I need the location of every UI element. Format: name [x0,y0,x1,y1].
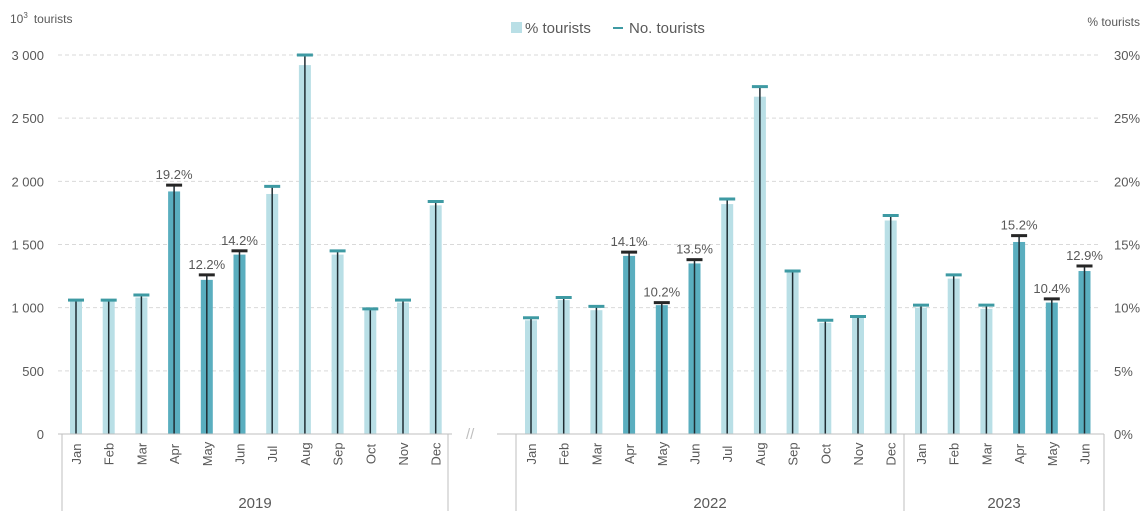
year-label: 2023 [987,495,1020,511]
data-label: 14.1% [611,234,648,249]
month-tick-label: May [200,441,215,466]
gridlines [58,54,1100,372]
month-tick-label: Mar [589,442,604,465]
y-right-tick-label: 20% [1114,174,1140,189]
year-label: 2022 [693,495,726,511]
data-label: 13.5% [676,242,713,257]
month-tick-label: Aug [298,442,313,465]
y-right-tick-label: 5% [1114,364,1133,379]
y-left-tick-label: 3 000 [11,48,44,63]
month-tick-label: Sep [786,442,801,465]
month-tick-label: Feb [102,443,117,465]
data-label: 14.2% [221,233,258,248]
month-tick-label: May [655,441,670,466]
data-label: 15.2% [1001,218,1038,233]
data-label: 12.9% [1066,248,1103,263]
month-tick-label: Apr [1012,443,1027,464]
month-tick-label: Jul [720,446,735,463]
month-tick-label: Jul [265,446,280,463]
y-left-tick-label: 2 500 [11,111,44,126]
axes: 0 0% 500 5% 1 000 10% 1 500 15% 2 000 20% 2 500 25%… [11,48,1140,511]
data-label: 10.4% [1033,281,1070,296]
labels: 19.2% 12.2% 14.2% 14.1% 10.2% 13.5% 15.2% 10.4%… [156,167,1104,299]
data-label: 19.2% [156,167,193,182]
month-tick-label: Oct [818,444,833,465]
axis-break-mark: // [466,426,475,443]
month-tick-label: Nov [396,442,411,466]
month-tick-label: Sep [331,442,346,465]
month-tick-label: Aug [753,442,768,465]
y-right-tick-label: 10% [1114,301,1140,316]
legend-swatch-percent [511,22,522,33]
legend: % tourists No. tourists [511,20,705,37]
right-axis-unit: % tourists [1087,15,1140,29]
month-tick-label: Dec [884,442,899,466]
month-tick-label: Jun [1078,444,1093,465]
y-right-tick-label: 25% [1114,111,1140,126]
month-tick-label: Apr [167,443,182,464]
legend-label-tourists: No. tourists [629,20,705,37]
month-tick-label: Jan [69,444,84,465]
month-tick-label: Apr [622,443,637,464]
year-label: 2019 [238,495,271,511]
month-tick-label: Jan [524,444,539,465]
y-left-tick-label: 0 [37,427,44,442]
month-tick-label: Mar [979,442,994,465]
month-tick-label: Feb [557,443,572,465]
data-label: 10.2% [643,285,680,300]
month-tick-label: Jun [688,444,703,465]
y-right-tick-label: 30% [1114,48,1140,63]
y-right-tick-label: 15% [1114,238,1140,253]
y-left-tick-label: 2 000 [11,174,44,189]
y-left-tick-label: 1 500 [11,238,44,253]
data-label: 12.2% [188,257,225,272]
month-tick-label: Oct [363,444,378,465]
y-left-tick-label: 1 000 [11,301,44,316]
y-left-tick-label: 500 [22,364,44,379]
month-tick-label: Jun [233,444,248,465]
month-tick-label: Mar [134,442,149,465]
month-tick-label: Nov [851,442,866,466]
y-right-tick-label: 0% [1114,427,1133,442]
left-axis-unit: 103 tourists [10,11,73,26]
month-tick-label: Jan [914,444,929,465]
bars [68,53,1093,435]
legend-label-percent: % tourists [525,20,591,37]
month-tick-label: Dec [429,442,444,466]
month-tick-label: May [1045,441,1060,466]
month-tick-label: Feb [947,443,962,465]
